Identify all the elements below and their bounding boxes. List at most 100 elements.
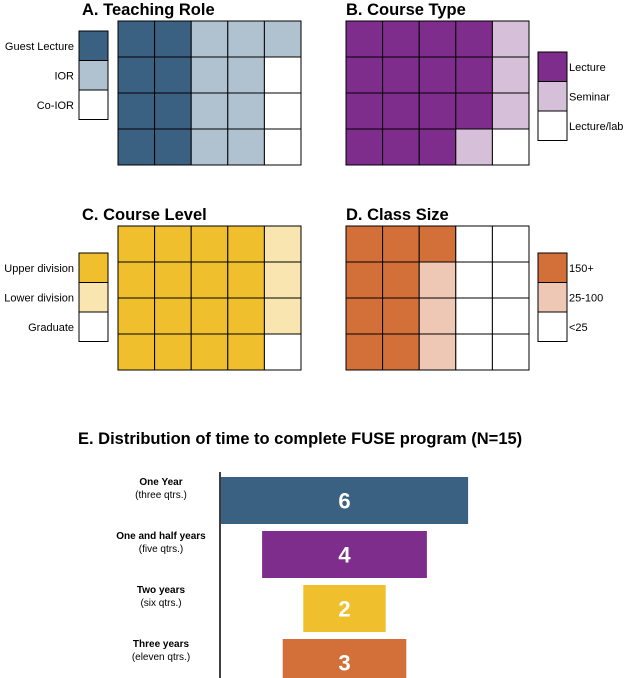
waffle-cell	[154, 128, 192, 166]
waffle-cell	[345, 225, 384, 263]
waffle-cell	[382, 92, 420, 130]
waffle-cell	[491, 128, 530, 166]
waffle-cell	[418, 56, 457, 94]
waffle-cell	[263, 225, 302, 263]
waffle-cell	[227, 297, 265, 335]
waffle-cell	[263, 261, 302, 299]
category-sublabel: (three qtrs.)	[135, 490, 187, 501]
waffle-cell	[190, 128, 229, 166]
waffle-cell	[491, 225, 530, 263]
bar-value-label: 2	[338, 597, 350, 622]
legend-label: Co-IOR	[37, 100, 74, 112]
bar	[282, 639, 407, 678]
waffle-cell	[382, 128, 420, 166]
legend-label: Seminar	[569, 91, 610, 103]
waffle-cell	[190, 297, 229, 335]
panel-title: E. Distribution of time to complete FUSE…	[78, 430, 522, 448]
waffle-cell	[190, 20, 229, 58]
waffle-cell	[227, 92, 265, 130]
waffle-cell	[455, 261, 493, 299]
waffle-cell	[455, 92, 493, 130]
waffle-cell	[154, 20, 192, 58]
legend-swatch	[78, 282, 109, 313]
waffle-cell	[455, 297, 493, 335]
category-label: One and half years	[116, 531, 206, 542]
legend-label: 150+	[569, 263, 594, 275]
legend-label: Upper division	[4, 263, 74, 275]
waffle-cell	[345, 333, 384, 371]
waffle-cell	[263, 92, 302, 130]
waffle-cell	[263, 20, 302, 58]
waffle-cell	[418, 92, 457, 130]
category-sublabel: (five qtrs.)	[139, 544, 183, 555]
waffle-cell	[455, 225, 493, 263]
waffle-cell	[382, 225, 420, 263]
waffle-cell	[455, 128, 493, 166]
waffle-cell	[491, 333, 530, 371]
waffle-cell	[117, 297, 156, 335]
legend-swatch	[537, 282, 568, 313]
waffle-cell	[117, 20, 156, 58]
waffle-panel-4: D. Class Size 150+ 25-100 <25	[345, 206, 603, 371]
legend-swatch	[78, 89, 109, 120]
waffle-cell	[117, 333, 156, 371]
legend-swatch	[537, 51, 568, 82]
waffle-cell	[154, 333, 192, 371]
legend-label: IOR	[54, 70, 74, 82]
legend-label: 25-100	[569, 292, 603, 304]
legend-swatch	[78, 252, 109, 283]
waffle-cell	[345, 20, 384, 58]
category-label: One Year	[139, 477, 182, 488]
legend-swatch	[537, 110, 568, 141]
waffle-panel-3: C. Course Level Upper division Lower divis…	[4, 206, 302, 371]
waffle-cell	[117, 128, 156, 166]
waffle-cell	[154, 56, 192, 94]
waffle-cell	[154, 92, 192, 130]
waffle-cell	[190, 225, 229, 263]
waffle-cell	[190, 56, 229, 94]
category-sublabel: (six qtrs.)	[140, 598, 181, 609]
waffle-cell	[190, 92, 229, 130]
waffle-cell	[455, 333, 493, 371]
waffle-cell	[263, 128, 302, 166]
waffle-cell	[491, 20, 530, 58]
waffle-cell	[418, 128, 457, 166]
waffle-cell	[227, 128, 265, 166]
legend-label: Lecture/lab	[569, 121, 623, 133]
panel-title: C. Course Level	[82, 206, 207, 224]
waffle-panel-1: A. Teaching Role Guest Lecture IOR Co-IOR	[5, 1, 302, 166]
waffle-cell	[491, 92, 530, 130]
waffle-cell	[382, 20, 420, 58]
category-label: Two years	[137, 585, 186, 596]
legend-swatch	[78, 60, 109, 91]
waffle-cell	[117, 56, 156, 94]
bar-value-label: 4	[338, 543, 351, 568]
legend-label: Graduate	[28, 322, 74, 334]
waffle-cell	[345, 297, 384, 335]
category-sublabel: (eleven qtrs.)	[132, 652, 190, 663]
waffle-cell	[382, 261, 420, 299]
waffle-cell	[418, 297, 457, 335]
bar-value-label: 6	[338, 489, 350, 514]
waffle-cell	[418, 225, 457, 263]
waffle-cell	[190, 261, 229, 299]
waffle-cell	[455, 56, 493, 94]
waffle-cell	[382, 297, 420, 335]
waffle-cell	[117, 92, 156, 130]
waffle-cell	[190, 333, 229, 371]
panel-title: B. Course Type	[346, 1, 466, 19]
legend-swatch	[78, 311, 109, 342]
waffle-cell	[418, 20, 457, 58]
legend-swatch	[537, 81, 568, 112]
waffle-cell	[227, 20, 265, 58]
panel-title: A. Teaching Role	[82, 1, 215, 19]
waffle-cell	[491, 261, 530, 299]
legend-label: Guest Lecture	[5, 41, 74, 53]
legend-label: <25	[569, 322, 588, 334]
bar-value-label: 3	[338, 651, 350, 676]
waffle-panel-2: B. Course Type Lecture Seminar Lecture/lab	[345, 1, 623, 166]
waffle-cell	[382, 56, 420, 94]
waffle-cell	[418, 261, 457, 299]
waffle-cell	[227, 261, 265, 299]
waffle-cell	[154, 297, 192, 335]
